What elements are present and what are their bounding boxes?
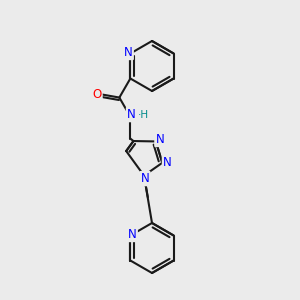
Text: N: N bbox=[141, 172, 149, 185]
Text: N: N bbox=[128, 228, 137, 241]
Text: N: N bbox=[124, 46, 133, 59]
Text: O: O bbox=[92, 88, 102, 101]
Text: N: N bbox=[155, 133, 164, 146]
Text: N: N bbox=[127, 108, 136, 121]
Text: N: N bbox=[163, 156, 172, 169]
Text: ·H: ·H bbox=[138, 110, 149, 120]
